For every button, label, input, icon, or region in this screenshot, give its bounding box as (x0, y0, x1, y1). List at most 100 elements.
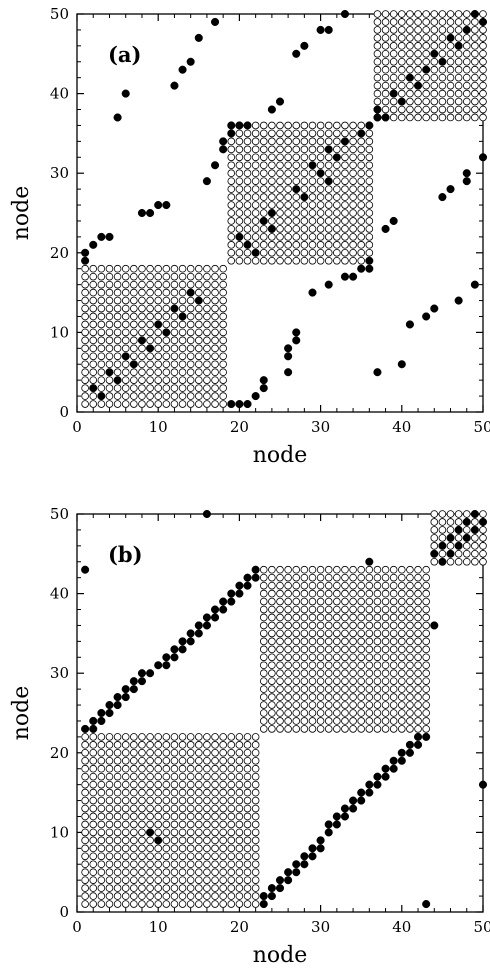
block-point (365, 629, 374, 638)
block-point (341, 249, 349, 257)
block-point (479, 57, 487, 66)
block-point (130, 296, 138, 305)
block-point (162, 748, 171, 757)
block-point (316, 225, 325, 233)
block-point (308, 693, 317, 701)
block-point (479, 89, 487, 98)
block-point (268, 589, 276, 598)
filled-point (89, 716, 98, 726)
filled-point (446, 533, 455, 542)
block-point (349, 725, 357, 733)
block-point (105, 312, 114, 321)
block-point (227, 812, 236, 821)
block-point (414, 49, 422, 58)
block-point (211, 868, 219, 876)
block-point (105, 900, 114, 908)
filled-point (105, 708, 114, 718)
block-point (121, 900, 130, 908)
block-point (324, 685, 333, 693)
block-point (81, 312, 89, 321)
block-point (422, 89, 430, 98)
block-point (292, 693, 301, 701)
block-point (471, 57, 479, 66)
filled-point (284, 352, 293, 361)
block-point (195, 264, 203, 273)
block-point (178, 796, 187, 805)
block-point (195, 836, 203, 845)
block-point (97, 360, 106, 369)
block-point (235, 741, 244, 749)
block-point (138, 868, 146, 876)
block-point (138, 892, 146, 900)
block-point (357, 565, 366, 574)
block-point (333, 661, 341, 670)
block-point (89, 844, 98, 853)
block-point (219, 384, 227, 392)
filled-point (267, 224, 276, 233)
block-point (105, 836, 114, 845)
block-point (97, 336, 106, 345)
block-point (130, 820, 138, 829)
block-point (308, 121, 317, 130)
block-point (162, 272, 171, 281)
block-point (251, 900, 260, 908)
filled-point (389, 89, 398, 98)
block-point (349, 137, 357, 146)
block-point (341, 217, 349, 225)
block-point (333, 217, 341, 225)
block-point (300, 233, 309, 241)
block-point (259, 709, 268, 717)
block-point (397, 645, 406, 654)
block-point (268, 121, 276, 130)
block-point (121, 328, 130, 337)
block-point (438, 26, 447, 34)
filled-point (170, 81, 179, 90)
block-point (462, 57, 471, 66)
block-point (81, 796, 89, 805)
filled-point (243, 581, 252, 590)
block-point (357, 169, 366, 178)
block-point (146, 804, 154, 813)
block-point (373, 701, 382, 709)
block-point (195, 772, 203, 781)
block-point (259, 717, 268, 725)
block-point (235, 812, 244, 821)
block-point (397, 669, 406, 677)
block-point (454, 89, 463, 98)
x-axis-label: node (253, 943, 308, 968)
block-point (430, 89, 439, 98)
block-point (397, 685, 406, 693)
block-point (170, 892, 179, 900)
block-point (357, 225, 366, 233)
block-point (130, 352, 138, 361)
block-point (333, 613, 341, 622)
block-point (324, 613, 333, 622)
block-point (203, 860, 211, 869)
block-point (284, 693, 292, 701)
block-point (349, 233, 357, 241)
x-tick-label: 20 (230, 918, 249, 936)
block-point (243, 892, 252, 900)
block-point (316, 717, 325, 725)
block-point (397, 49, 406, 58)
block-point (154, 288, 163, 297)
block-point (186, 812, 195, 821)
block-point (308, 677, 317, 685)
block-point (154, 376, 163, 384)
filled-point (454, 41, 463, 50)
block-point (406, 34, 414, 42)
block-point (186, 860, 195, 869)
block-point (138, 264, 146, 273)
block-point (227, 169, 236, 178)
block-point (300, 645, 309, 654)
block-point (284, 669, 292, 677)
block-point (211, 352, 219, 361)
block-point (81, 868, 89, 876)
block-point (130, 336, 138, 345)
block-point (105, 344, 114, 353)
block-point (300, 637, 309, 646)
block-point (324, 669, 333, 677)
filled-point (332, 153, 341, 162)
block-point (300, 677, 309, 685)
block-point (89, 748, 98, 757)
